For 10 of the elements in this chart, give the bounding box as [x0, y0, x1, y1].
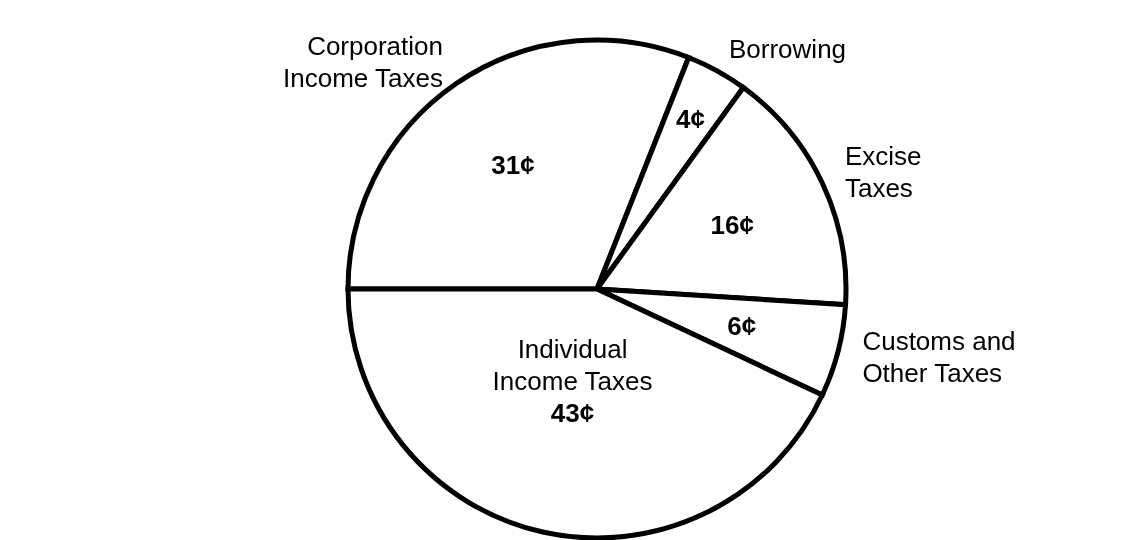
data-label: 4¢ — [676, 103, 706, 134]
slice-label: Customs and Other Taxes — [862, 326, 1016, 389]
slice-label: Corporation Income Taxes — [283, 31, 443, 94]
slice-label: Borrowing — [729, 33, 847, 64]
data-label: 43¢ — [550, 398, 595, 429]
slice-label: Excise Taxes — [844, 141, 922, 204]
data-label: 16¢ — [710, 210, 754, 241]
data-label: 6¢ — [727, 311, 757, 342]
slice-label: Individual Income Taxes — [492, 334, 653, 397]
data-label: 31¢ — [491, 150, 535, 181]
